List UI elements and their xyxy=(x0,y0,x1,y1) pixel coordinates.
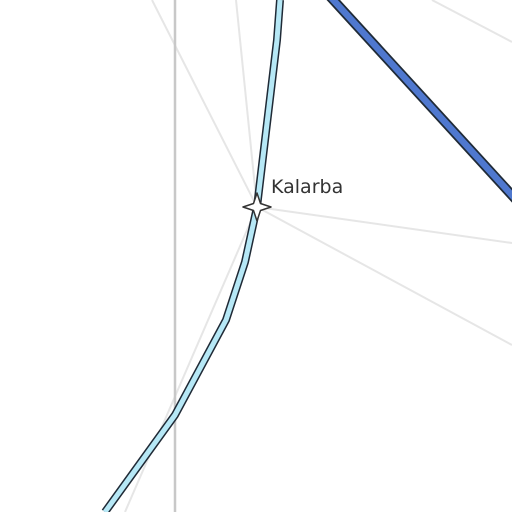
minor-road xyxy=(235,0,258,208)
major-route xyxy=(326,0,512,203)
local-route-fill xyxy=(102,0,283,512)
star-4-point-icon[interactable] xyxy=(242,192,272,222)
minor-road xyxy=(431,0,512,43)
minor-roads xyxy=(124,0,512,512)
minor-road xyxy=(256,206,512,244)
major-route-fill xyxy=(328,0,512,201)
minor-road xyxy=(124,206,258,512)
major-route-outline xyxy=(326,0,512,203)
minor-road xyxy=(151,0,258,208)
local-route-outline xyxy=(101,0,284,512)
place-label[interactable]: Kalarba xyxy=(271,176,344,198)
minor-road xyxy=(256,206,512,346)
local-route xyxy=(101,0,284,512)
